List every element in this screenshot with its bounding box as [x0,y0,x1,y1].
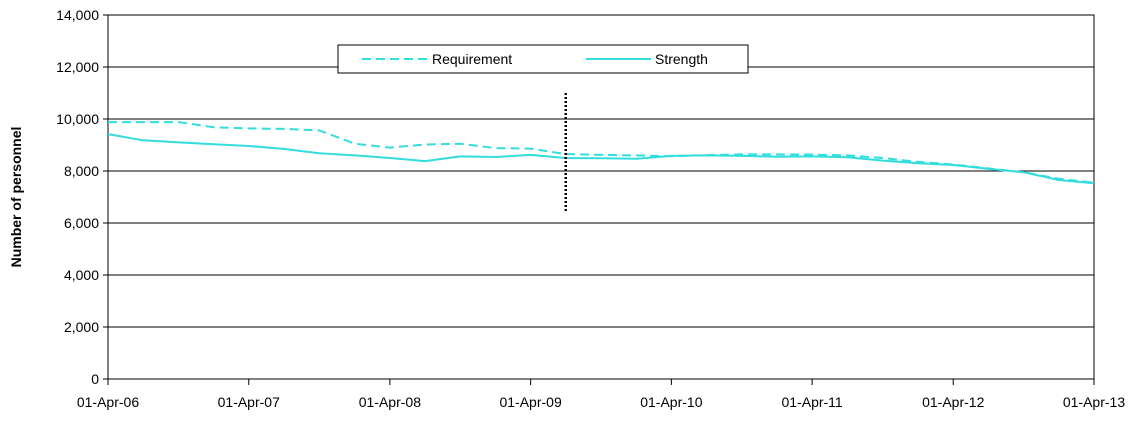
y-axis-label: Number of personnel [8,127,24,268]
y-tick-label: 0 [91,371,99,387]
x-tick-label: 01-Apr-06 [77,394,139,410]
x-tick-label: 01-Apr-13 [1063,394,1125,410]
y-tick-label: 14,000 [56,7,99,23]
x-tick-label: 01-Apr-10 [640,394,702,410]
y-tick-label: 2,000 [64,319,99,335]
gridlines [108,66,1094,328]
x-tick-label: 01-Apr-12 [922,394,984,410]
y-tick-label: 10,000 [56,111,99,127]
x-tick-label: 01-Apr-08 [359,394,421,410]
x-tick-label: 01-Apr-11 [782,394,843,410]
legend: Requirement Strength [337,44,749,74]
axes: 0 2,000 4,000 6,000 8,000 10,000 12,000 14,000 0… [56,7,1125,410]
series-line-strength [107,133,1095,185]
series-lines [107,121,1095,185]
legend-label-requirement: Requirement [432,51,512,67]
plot-area-border [107,14,1095,380]
y-tick-label: 6,000 [64,215,99,231]
y-tick-label: 8,000 [64,163,99,179]
series-line-requirement [108,121,1095,184]
x-tick-label: 01-Apr-07 [218,394,280,410]
x-tick-label: 01-Apr-09 [499,394,561,410]
y-tick-label: 12,000 [56,59,99,75]
y-tick-label: 4,000 [64,267,99,283]
legend-label-strength: Strength [655,51,708,67]
